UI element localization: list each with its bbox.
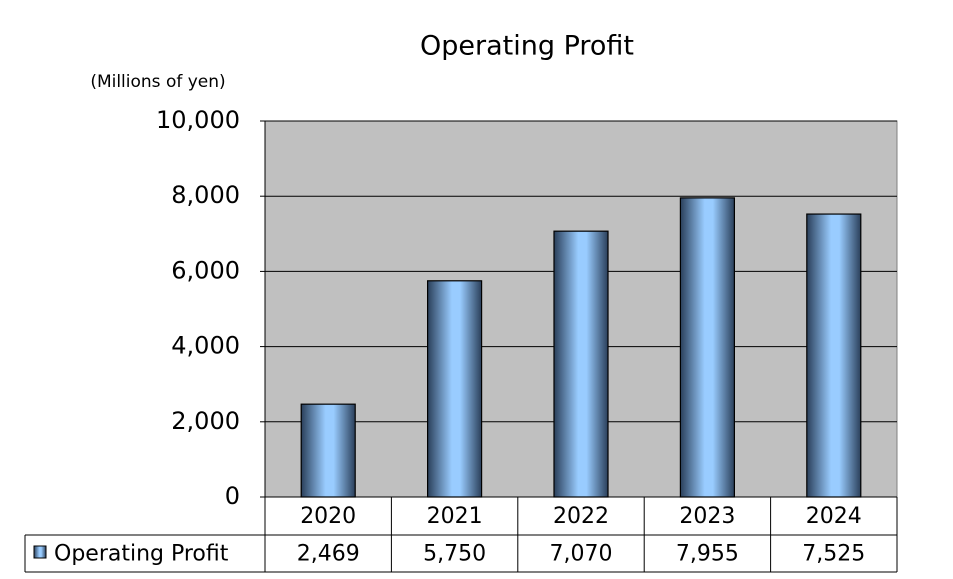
value-label: 5,750 — [423, 542, 486, 567]
value-label: 2,469 — [297, 542, 360, 567]
value-label: 7,525 — [802, 542, 865, 567]
x-tick-label: 2024 — [806, 504, 862, 529]
x-tick-label: 2021 — [427, 504, 483, 529]
value-label: 7,070 — [550, 542, 613, 567]
chart-title: Operating Profit — [420, 31, 634, 62]
y-tick-label: 10,000 — [156, 106, 240, 134]
bar — [300, 403, 356, 498]
y-tick-label: 8,000 — [171, 181, 240, 209]
value-label: 7,955 — [676, 542, 739, 567]
y-tick-label: 0 — [225, 482, 240, 510]
x-tick-label: 2022 — [553, 504, 609, 529]
unit-label: (Millions of yen) — [90, 72, 225, 92]
y-tick-label: 6,000 — [171, 256, 240, 284]
legend-swatch — [33, 545, 47, 559]
x-tick-label: 2020 — [300, 504, 356, 529]
bar — [553, 230, 609, 498]
bar — [427, 280, 483, 498]
y-tick-label: 2,000 — [171, 407, 240, 435]
bar — [806, 213, 862, 498]
legend-label: Operating Profit — [54, 542, 229, 567]
y-tick-label: 4,000 — [171, 332, 240, 360]
x-tick-label: 2023 — [679, 504, 735, 529]
bar — [679, 197, 736, 498]
